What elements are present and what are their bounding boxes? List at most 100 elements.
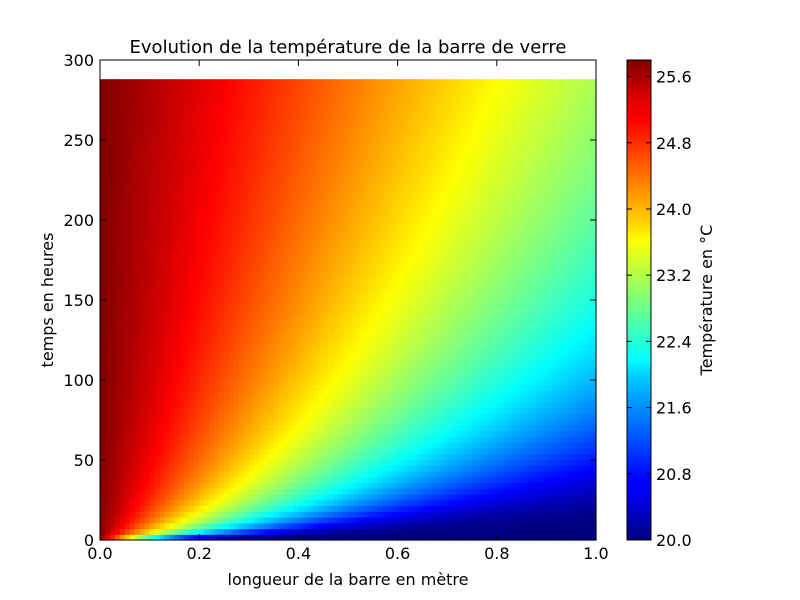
heatmap-cell [164,511,171,518]
heatmap-cell [338,459,344,466]
heatmap-cell [248,280,255,288]
heatmap-cell [139,384,146,391]
heatmap-cell [382,303,389,311]
heatmap-cell [382,476,389,483]
heatmap-cell [496,424,503,432]
heatmap-cell [318,488,324,495]
heatmap-cell [472,453,478,460]
heatmap-cell [263,390,270,397]
heatmap-cell [556,522,562,530]
heatmap-cell [526,332,533,339]
heatmap-cell [129,349,136,357]
heatmap-cell [263,447,270,455]
heatmap-cell [243,413,250,420]
heatmap-cell [377,338,384,345]
heatmap-cell [427,413,433,420]
heatmap-cell [367,470,374,478]
heatmap-cell [169,407,175,414]
heatmap-cell [526,522,533,530]
heatmap-cell [338,292,344,299]
heatmap-cell [199,516,205,524]
heatmap-cell [303,309,309,316]
heatmap-cell [437,453,443,460]
heatmap-cell [407,338,414,345]
heatmap-cell [134,390,141,397]
heatmap-cell [104,344,111,351]
heatmap-cell [134,361,141,368]
heatmap-cell [179,476,185,483]
heatmap-cell [457,332,463,339]
heatmap-cell [462,436,468,443]
heatmap-cell [352,252,359,259]
heatmap-cell [561,332,567,339]
heatmap-cell [402,453,409,460]
heatmap-cell [462,372,468,380]
heatmap-cell [551,315,557,322]
heatmap-cell [352,326,359,334]
heatmap-cell [412,453,419,460]
heatmap-cell [199,372,205,380]
heatmap-cell [154,378,161,386]
heatmap-cell [253,470,260,478]
heatmap-cell [526,321,533,328]
heatmap-cell [457,367,463,374]
heatmap-cell [233,505,240,512]
heatmap-cell [238,470,245,478]
heatmap-cell [169,453,175,460]
heatmap-cell [343,476,349,483]
heatmap-cell [164,442,171,449]
heatmap-cell [476,303,483,311]
heatmap-cell [253,488,260,495]
heatmap-cell [263,493,270,501]
heatmap-cell [313,522,319,530]
heatmap-cell [328,252,334,259]
heatmap-cell [164,349,171,357]
heatmap-cell [417,309,423,316]
heatmap-cell [581,315,587,322]
heatmap-cell [407,511,414,518]
heatmap-cell [129,286,136,293]
heatmap-cell [432,482,438,489]
heatmap-cell [179,303,185,311]
heatmap-cell [278,326,285,334]
heatmap-cell [476,344,483,351]
heatmap-cell [179,401,185,409]
heatmap-cell [174,482,180,489]
heatmap-cell [179,344,185,351]
heatmap-cell [571,390,577,397]
heatmap-cell [159,309,166,316]
heatmap-cell [586,436,592,443]
heatmap-cell [243,315,250,322]
heatmap-cell [581,436,587,443]
heatmap-cell [164,298,171,305]
heatmap-cell [214,275,220,282]
heatmap-cell [248,384,255,391]
heatmap-cell [263,499,270,507]
heatmap-cell [367,522,374,530]
heatmap-cell [119,309,126,316]
heatmap-cell [472,286,478,293]
heatmap-cell [119,482,126,489]
heatmap-cell [362,447,369,455]
heatmap-cell [273,292,280,299]
heatmap-cell [392,361,399,368]
heatmap-cell [387,275,394,282]
heatmap-cell [392,269,399,276]
heatmap-cell [278,442,285,449]
heatmap-cell [427,349,433,357]
heatmap-cell [566,482,572,489]
heatmap-cell [243,286,250,293]
heatmap-cell [308,372,314,380]
heatmap-cell [462,378,468,386]
heatmap-cell [144,465,151,472]
heatmap-cell [382,534,389,541]
heatmap-cell [184,447,190,455]
heatmap-cell [496,436,503,443]
heatmap-cell [318,505,324,512]
heatmap-cell [129,263,136,270]
heatmap-cell [283,424,290,432]
heatmap-cell [129,407,136,414]
heatmap-cell [100,447,106,455]
heatmap-cell [491,344,498,351]
heatmap-cell [189,384,195,391]
